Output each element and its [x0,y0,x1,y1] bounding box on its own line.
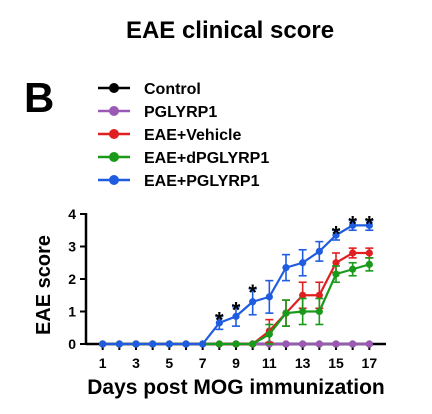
x-tick-label: 15 [328,355,344,371]
data-point [299,340,307,348]
data-point [332,270,340,278]
data-point [232,340,240,348]
x-tick-label: 11 [262,355,277,371]
data-point [315,307,323,316]
data-point [349,221,357,229]
data-point [349,340,357,348]
data-point [149,340,157,348]
legend-entry: EAE+dPGLYRP1 [98,150,269,167]
series-eae-pglyrp1 [99,219,374,348]
data-point [182,340,190,348]
data-point [215,319,223,327]
legend-marker [109,175,119,185]
legend-label: EAE+dPGLYRP1 [144,150,269,167]
legend-entry: EAE+PGLYRP1 [98,173,260,190]
data-point [265,293,273,301]
data-point [282,309,290,317]
significance-star: * [365,212,374,237]
significance-star: * [248,280,257,305]
data-point [282,264,290,272]
data-point [349,265,357,273]
data-point [215,340,223,348]
data-point [299,259,307,267]
data-point [332,259,340,267]
legend: Control PGLYRP1 EAE+Vehicle EAE+dPGLYRP1 EAE… [98,81,269,190]
data-point [232,312,240,320]
significance-star: * [232,298,241,323]
x-tick-label: 17 [362,355,378,371]
data-point [365,260,373,268]
y-tick-label: 0 [68,336,76,352]
legend-label: PGLYRP1 [144,104,217,121]
data-point [349,249,357,257]
x-tick-label: 5 [165,355,173,371]
panel-label: B [24,74,54,121]
data-point [365,340,373,348]
y-tick-label: 2 [68,271,76,287]
data-point [315,340,323,348]
data-point [132,340,140,348]
significance-star: * [215,307,224,332]
data-point [315,247,323,255]
legend-marker [109,106,119,116]
data-point [365,249,373,257]
x-tick-label: 7 [199,355,207,371]
data-point [199,340,207,348]
data-point [115,340,123,348]
significance-star: * [332,221,341,246]
data-point [99,340,107,348]
data-point [365,221,373,229]
legend-entry: PGLYRP1 [98,104,217,121]
legend-label: EAE+Vehicle [144,127,241,144]
data-point [265,330,273,338]
data-point [332,231,340,239]
y-tick-label: 1 [68,304,76,320]
legend-entry: Control [98,81,201,98]
data-point [299,291,307,299]
y-tick-label: 3 [68,239,76,255]
data-point [165,340,173,348]
legend-marker [109,152,119,162]
legend-entry: EAE+Vehicle [98,127,241,144]
data-point [249,340,257,348]
legend-marker [109,129,119,139]
significance-star: * [348,212,357,237]
y-tick-label: 4 [68,206,76,222]
legend-label: EAE+PGLYRP1 [144,173,260,190]
data-point [249,298,257,306]
x-axis-label: Days post MOG immunization [87,376,385,399]
x-tick-label: 9 [232,355,240,371]
legend-marker [109,83,119,93]
data-point [299,307,307,316]
x-tick-label: 13 [295,355,311,371]
x-tick-label: 1 [99,355,107,371]
data-point [315,291,323,299]
data-point [332,340,340,348]
data-point [282,340,290,348]
x-tick-label: 3 [132,355,140,371]
legend-label: Control [144,81,201,98]
chart-title: EAE clinical score [126,17,334,44]
y-axis-label: EAE score [33,235,55,335]
